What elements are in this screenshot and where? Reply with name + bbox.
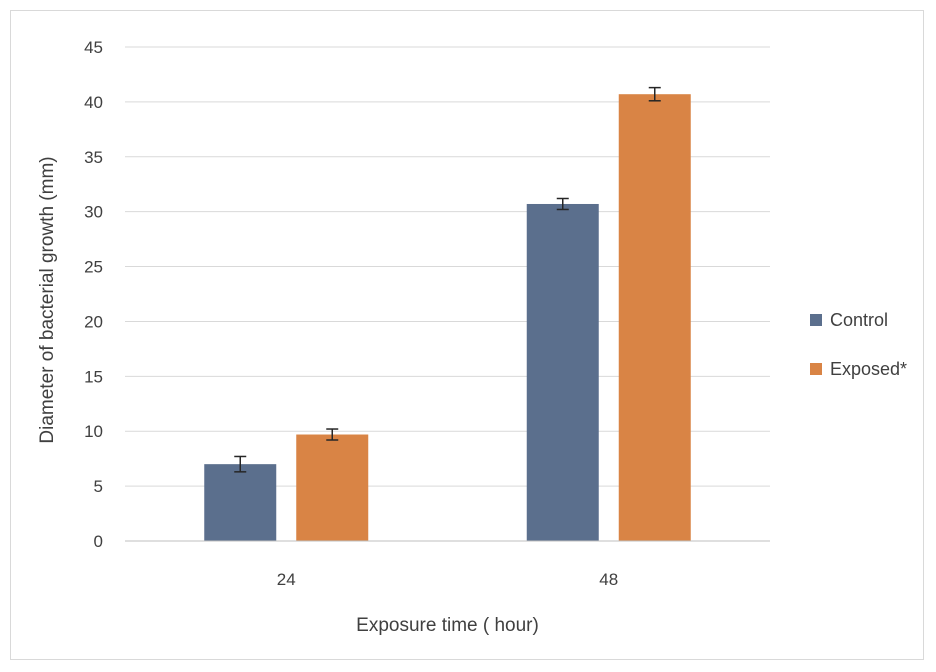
- bar-control-24: [204, 464, 277, 541]
- y-tick-label: 40: [84, 93, 103, 112]
- bar-exposed-48: [618, 94, 691, 542]
- bars: [204, 94, 691, 542]
- bar-control-48: [526, 203, 599, 541]
- legend: Control Exposed*: [810, 310, 907, 379]
- chart-frame: [10, 10, 924, 660]
- y-tick-label: 0: [94, 532, 103, 551]
- x-tick-label: 24: [277, 570, 296, 589]
- y-tick-label: 45: [84, 38, 103, 57]
- legend-label: Exposed*: [830, 359, 907, 379]
- y-tick-label: 10: [84, 422, 103, 441]
- y-tick-label: 20: [84, 312, 103, 331]
- y-tick-label: 25: [84, 258, 103, 277]
- y-axis-tick-labels: 0 5 10 15 20 25 30 35 40 45: [84, 38, 103, 551]
- error-bars: [234, 86, 661, 473]
- y-tick-label: 35: [84, 148, 103, 167]
- y-tick-label: 30: [84, 203, 103, 222]
- y-axis-label: Diameter of bacterial growth (mm): [37, 156, 58, 443]
- bar-exposed-24: [296, 434, 369, 541]
- x-axis-tick-labels: 24 48: [277, 570, 618, 589]
- y-tick-label: 15: [84, 367, 103, 386]
- y-tick-label: 5: [94, 477, 103, 496]
- legend-swatch: [810, 363, 822, 375]
- legend-swatch: [810, 314, 822, 326]
- legend-label: Control: [830, 310, 888, 330]
- x-axis-label: Exposure time ( hour): [356, 615, 539, 636]
- x-tick-label: 48: [599, 570, 618, 589]
